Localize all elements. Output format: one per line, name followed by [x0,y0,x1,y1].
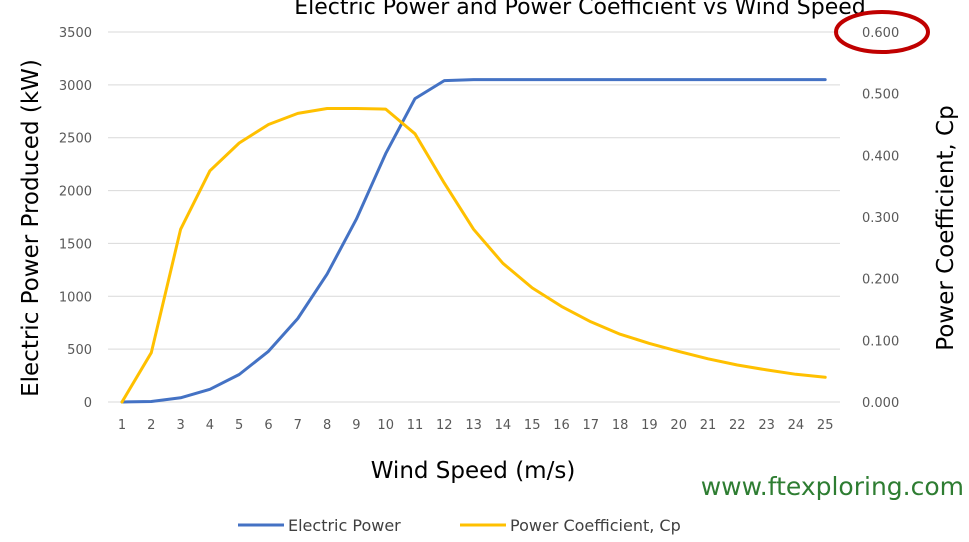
watermark-url: www.ftexploring.com [701,472,964,501]
chart-title: Electric Power and Power Coefficient vs … [294,0,866,20]
x-axis-ticks: 1 2 3 4 5 6 7 8 9 10 11 12 13 14 15 16 17 18 19 20 21 22 23 24 2… [118,418,834,433]
x-tick-label: 2 [147,418,155,433]
x-tick-label: 12 [436,418,453,433]
series-line-power-coefficient [120,107,827,404]
x-tick-label: 19 [641,418,658,433]
right-axis-ticks: 0.000 0.100 0.200 0.300 0.400 0.500 0.600 [862,26,899,411]
x-tick-label: 4 [206,418,214,433]
left-axis-ticks: 0 500 1000 1500 2000 2500 3000 3500 [59,26,92,411]
left-tick-label: 3500 [59,26,92,41]
x-tick-label: 24 [788,418,805,433]
legend-label-electric-power: Electric Power [288,516,401,535]
x-tick-label: 5 [235,418,243,433]
x-tick-label: 9 [352,418,360,433]
x-tick-label: 17 [583,418,600,433]
series-line-electric-power [120,78,827,404]
right-tick-label: 0.400 [862,149,899,164]
right-tick-label: 0.500 [862,88,899,103]
y-axis-right-label: Power Coefficient, Cp [933,105,959,350]
x-tick-label: 18 [612,418,629,433]
x-tick-label: 22 [729,418,746,433]
x-tick-label: 10 [377,418,394,433]
right-tick-label: 0.200 [862,273,899,288]
x-tick-label: 7 [294,418,302,433]
right-tick-label: 0.600 [862,26,899,41]
x-tick-label: 14 [495,418,512,433]
left-tick-label: 2500 [59,132,92,147]
right-tick-label: 0.100 [862,334,899,349]
x-axis-label: Wind Speed (m/s) [371,458,576,484]
left-tick-label: 2000 [59,185,92,200]
legend-label-power-coefficient: Power Coefficient, Cp [510,516,681,535]
x-tick-label: 1 [118,418,126,433]
left-tick-label: 0 [84,396,92,411]
left-tick-label: 3000 [59,79,92,94]
x-tick-label: 21 [700,418,717,433]
x-tick-label: 23 [758,418,775,433]
x-tick-label: 20 [670,418,687,433]
x-tick-label: 13 [465,418,482,433]
left-tick-label: 500 [67,343,92,358]
left-tick-label: 1000 [59,290,92,305]
highlight-circle [834,10,930,54]
right-tick-label: 0.300 [862,211,899,226]
x-tick-label: 15 [524,418,541,433]
x-tick-label: 3 [176,418,184,433]
legend: Electric Power Power Coefficient, Cp [238,516,681,535]
x-tick-label: 8 [323,418,331,433]
y-axis-left-label: Electric Power Produced (kW) [18,59,44,397]
x-tick-label: 16 [553,418,570,433]
gridlines [108,31,840,403]
left-tick-label: 1500 [59,237,92,252]
series-lines [120,78,827,404]
x-tick-label: 25 [817,418,834,433]
x-tick-label: 6 [264,418,272,433]
x-tick-label: 11 [407,418,424,433]
right-tick-label: 0.000 [862,396,899,411]
